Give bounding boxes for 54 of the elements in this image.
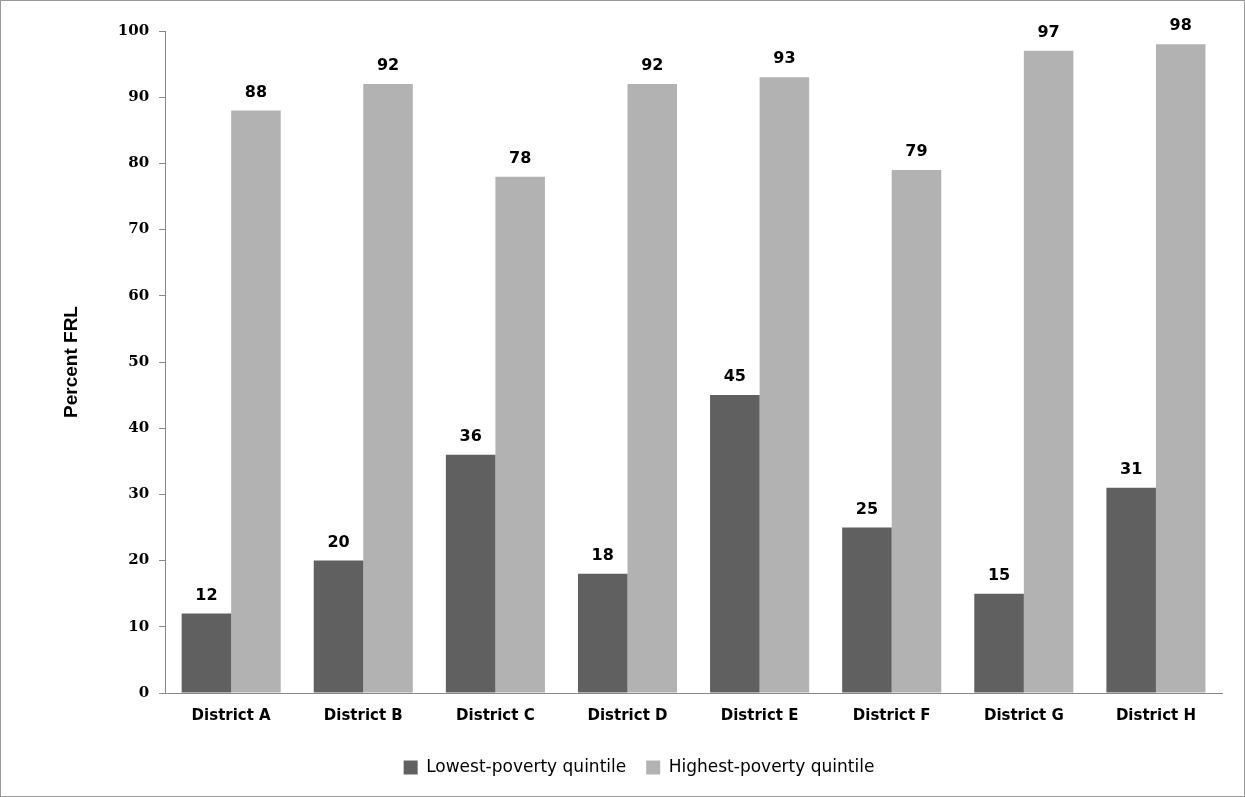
bar (445, 454, 496, 693)
bar (891, 170, 942, 693)
x-tick-label: District A (191, 705, 272, 724)
data-label: 25 (855, 498, 879, 518)
x-tick-label: District G (983, 705, 1064, 724)
data-label: 18 (591, 545, 614, 564)
bar (759, 77, 810, 693)
data-label: 98 (1169, 15, 1192, 35)
bar (313, 560, 364, 693)
data-label: 12 (195, 584, 218, 604)
data-label: 31 (1120, 458, 1143, 478)
bar (1155, 44, 1206, 693)
x-tick-label: District H (1115, 705, 1196, 724)
x-tick-label: District F (852, 705, 931, 724)
bar (231, 110, 281, 693)
data-label: 15 (987, 564, 1011, 584)
y-tick-label: 30 (128, 484, 150, 503)
bar (1023, 50, 1074, 693)
y-tick-label: 50 (128, 351, 150, 370)
bar (627, 83, 678, 693)
y-tick-label: 70 (128, 219, 150, 238)
y-tick-label: 90 (128, 87, 150, 106)
y-tick-label: 10 (128, 616, 150, 635)
data-label: 88 (244, 81, 268, 101)
bar (1106, 487, 1156, 693)
data-label: 45 (723, 366, 746, 386)
data-label: 78 (509, 147, 532, 167)
data-label: 92 (376, 55, 400, 75)
data-label: 79 (905, 141, 928, 161)
data-label: 93 (773, 48, 796, 68)
y-tick-label: 40 (128, 418, 150, 437)
y-tick-label: 80 (128, 153, 150, 172)
bar (577, 573, 628, 693)
y-axis-title: Percent FRL (59, 305, 81, 418)
x-tick-label: District C (456, 705, 535, 724)
bar (181, 613, 232, 693)
bar (974, 593, 1024, 693)
data-label: 92 (641, 55, 664, 75)
y-tick-label: 0 (138, 682, 150, 701)
legend-label: Highest-poverty quintile (668, 755, 875, 776)
x-tick-label: District B (323, 705, 403, 724)
y-tick-label: 20 (128, 550, 150, 569)
bar (363, 83, 413, 693)
data-label: 36 (459, 425, 482, 445)
x-tick-label: District E (720, 705, 799, 724)
legend-label: Lowest-poverty quintile (426, 755, 627, 776)
y-tick-label: 60 (128, 285, 150, 304)
bar (495, 176, 545, 693)
data-label: 20 (327, 531, 350, 551)
data-label: 97 (1037, 22, 1060, 42)
bar (842, 527, 892, 693)
bar (710, 395, 760, 693)
x-tick-label: District D (587, 705, 668, 724)
y-tick-label: 100 (117, 20, 150, 39)
